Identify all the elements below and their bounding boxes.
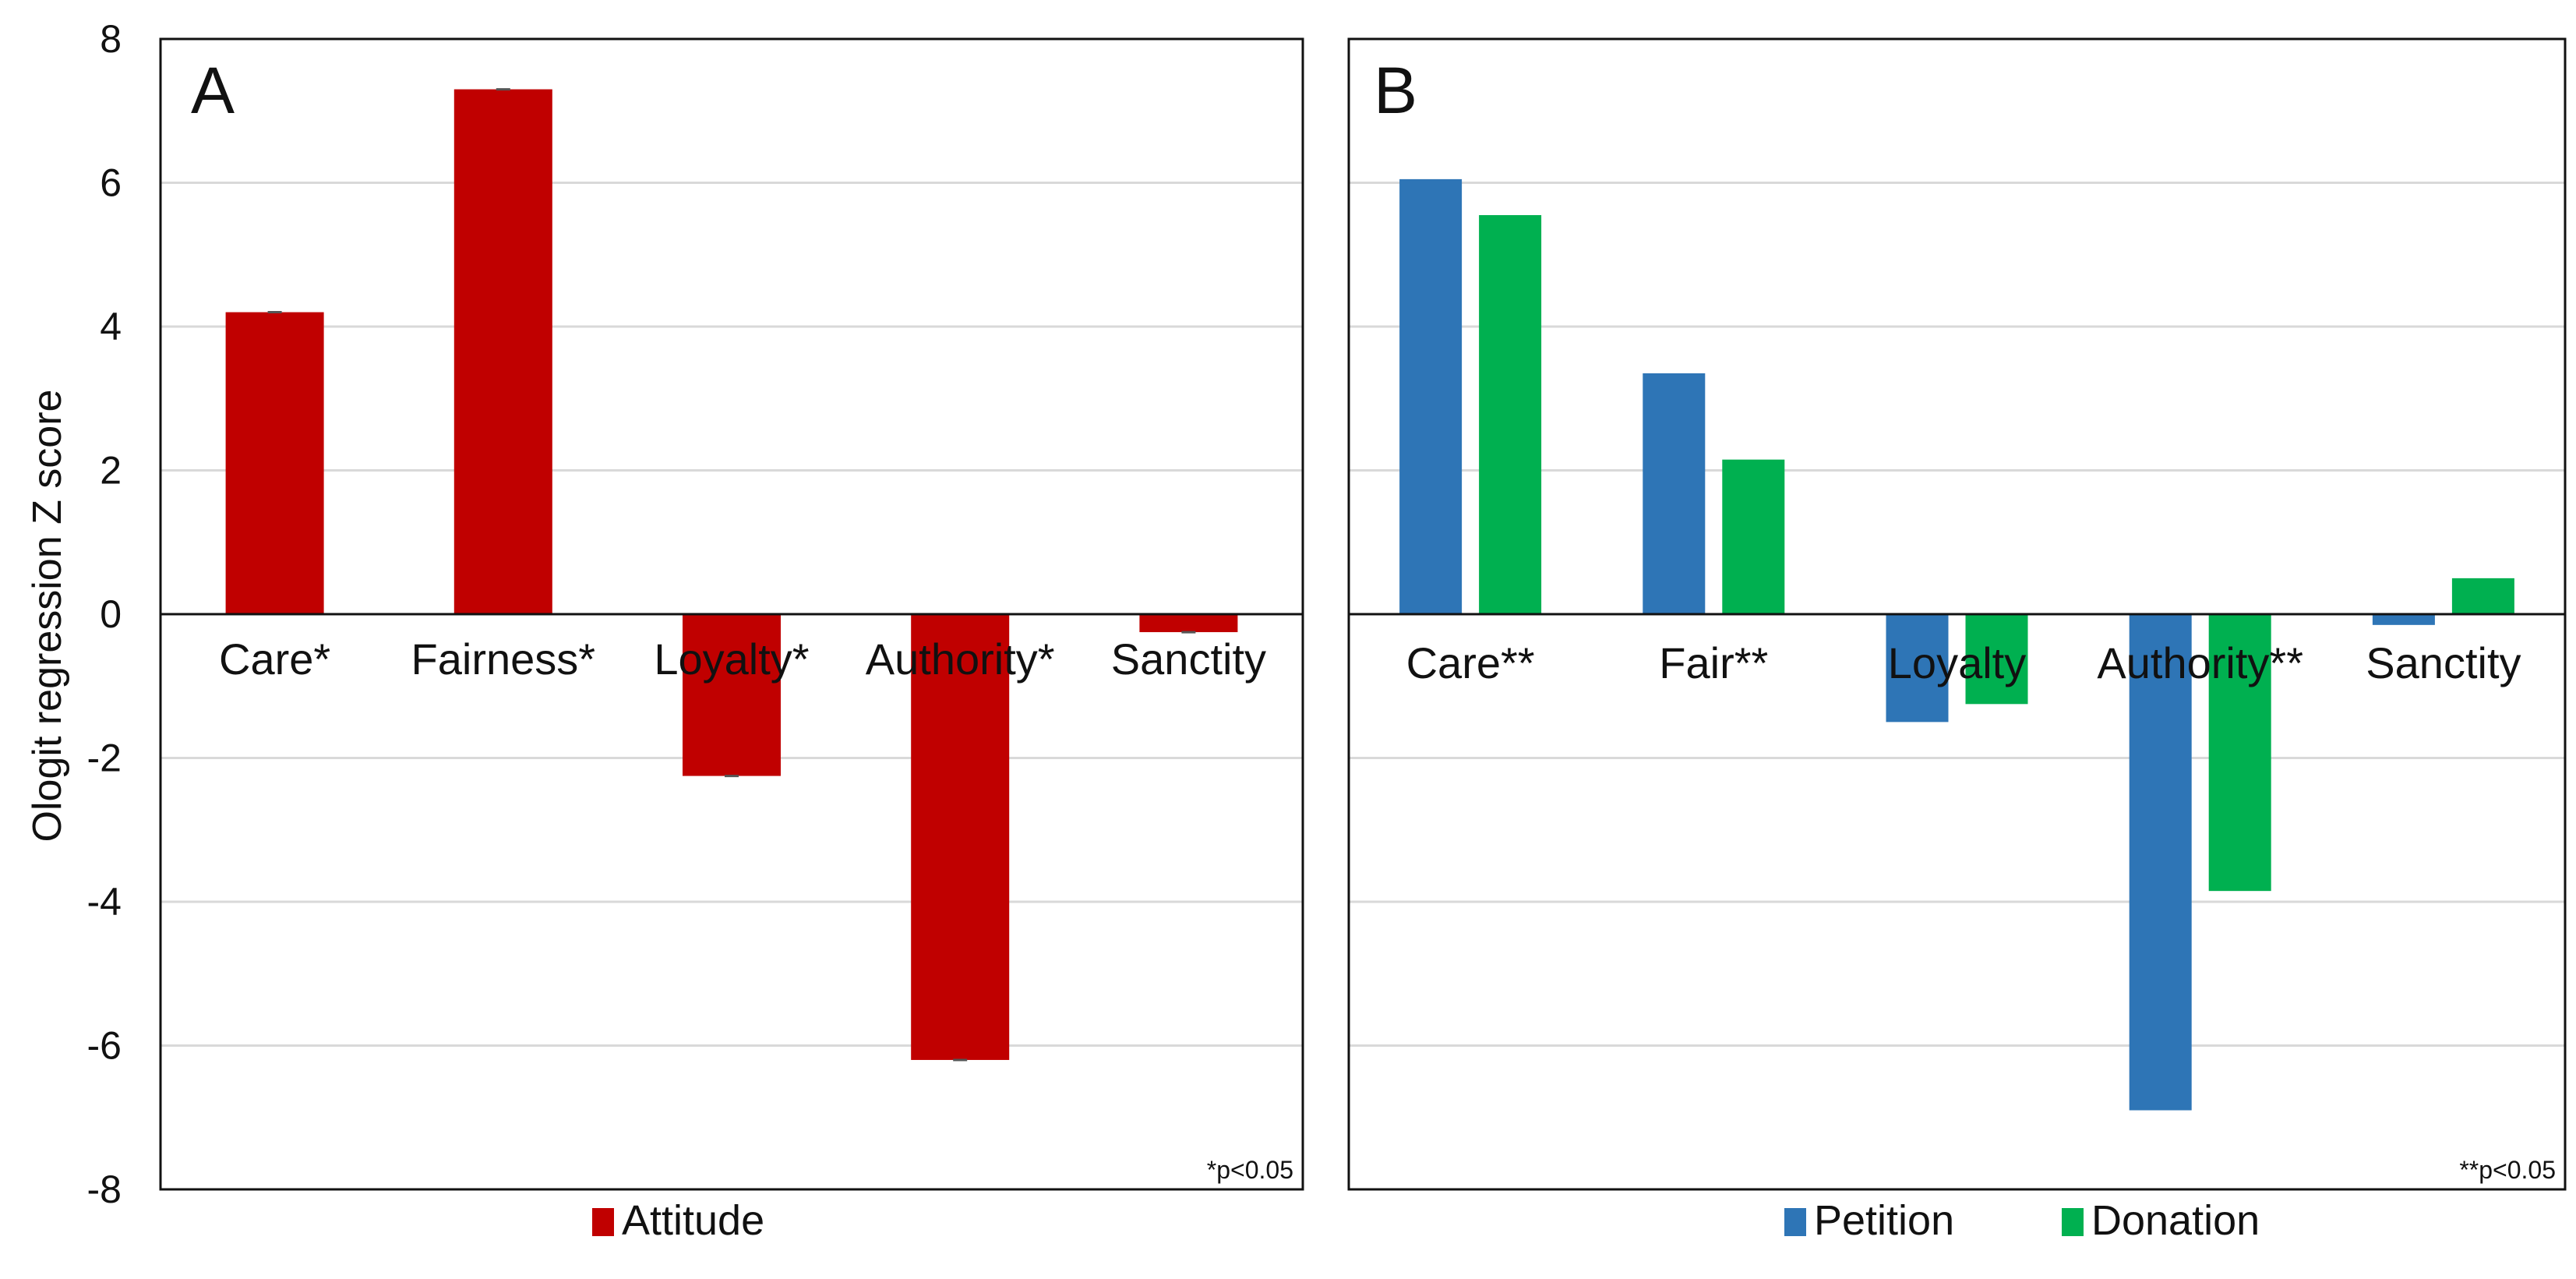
bar xyxy=(2451,578,2514,614)
significance-note: *p<0.05 xyxy=(1207,1156,1293,1184)
category-label: Authority* xyxy=(866,634,1055,684)
legend-swatch xyxy=(1784,1208,1806,1236)
y-tick-label: -2 xyxy=(87,737,122,780)
bar xyxy=(1722,459,1785,614)
y-tick-label: 2 xyxy=(100,449,122,493)
bar xyxy=(1399,178,1463,614)
panel-b: Care** Fair** Loyalty Authority** Sanctity B *… xyxy=(1347,37,2567,1244)
bar xyxy=(1643,373,1706,614)
bar xyxy=(2372,614,2435,625)
bar xyxy=(1139,614,1238,633)
legend-swatch xyxy=(592,1208,614,1236)
legend-label: Attitude xyxy=(622,1197,764,1244)
bar xyxy=(1479,215,1542,614)
bar xyxy=(225,312,324,614)
legend-label: Petition xyxy=(1814,1197,1954,1244)
category-label: Loyalty* xyxy=(654,634,809,684)
panel-label: B xyxy=(1374,54,1417,127)
plot-frame xyxy=(1347,37,2567,1191)
category-label: Authority** xyxy=(2097,638,2303,687)
bar xyxy=(1965,614,2028,705)
category-label: Care** xyxy=(1406,638,1535,687)
category-label: Loyalty xyxy=(1888,638,2026,687)
bar xyxy=(911,614,1010,1060)
y-tick-label: -4 xyxy=(87,880,122,924)
bar xyxy=(1886,614,1949,723)
bar xyxy=(683,614,781,776)
y-tick-label: 0 xyxy=(100,592,122,636)
panel-label: A xyxy=(191,54,235,127)
category-label: Care* xyxy=(219,634,330,684)
y-tick-label: 4 xyxy=(100,305,122,348)
panel-a: 8 6 4 2 0 -2 -4 -6 -8 Care* Fairness* Loyalty* Autho… xyxy=(87,17,1304,1244)
bar xyxy=(2129,614,2192,1111)
category-label: Sanctity xyxy=(2366,638,2521,687)
y-tick-label: 6 xyxy=(100,161,122,205)
y-axis-label: Ologit regression Z score xyxy=(25,390,70,843)
category-label: Fairness* xyxy=(411,634,596,684)
significance-note: **p<0.05 xyxy=(2459,1156,2556,1184)
plot-frame xyxy=(159,37,1304,1191)
category-label: Fair** xyxy=(1659,638,1768,687)
legend-swatch xyxy=(2062,1208,2084,1236)
y-tick-label: -6 xyxy=(87,1024,122,1068)
bar xyxy=(2208,614,2271,892)
y-tick-label: 8 xyxy=(100,17,122,61)
y-tick-label: -8 xyxy=(87,1168,122,1211)
bar xyxy=(453,89,552,614)
category-label: Sanctity xyxy=(1111,634,1266,684)
legend-label: Donation xyxy=(2091,1197,2260,1244)
